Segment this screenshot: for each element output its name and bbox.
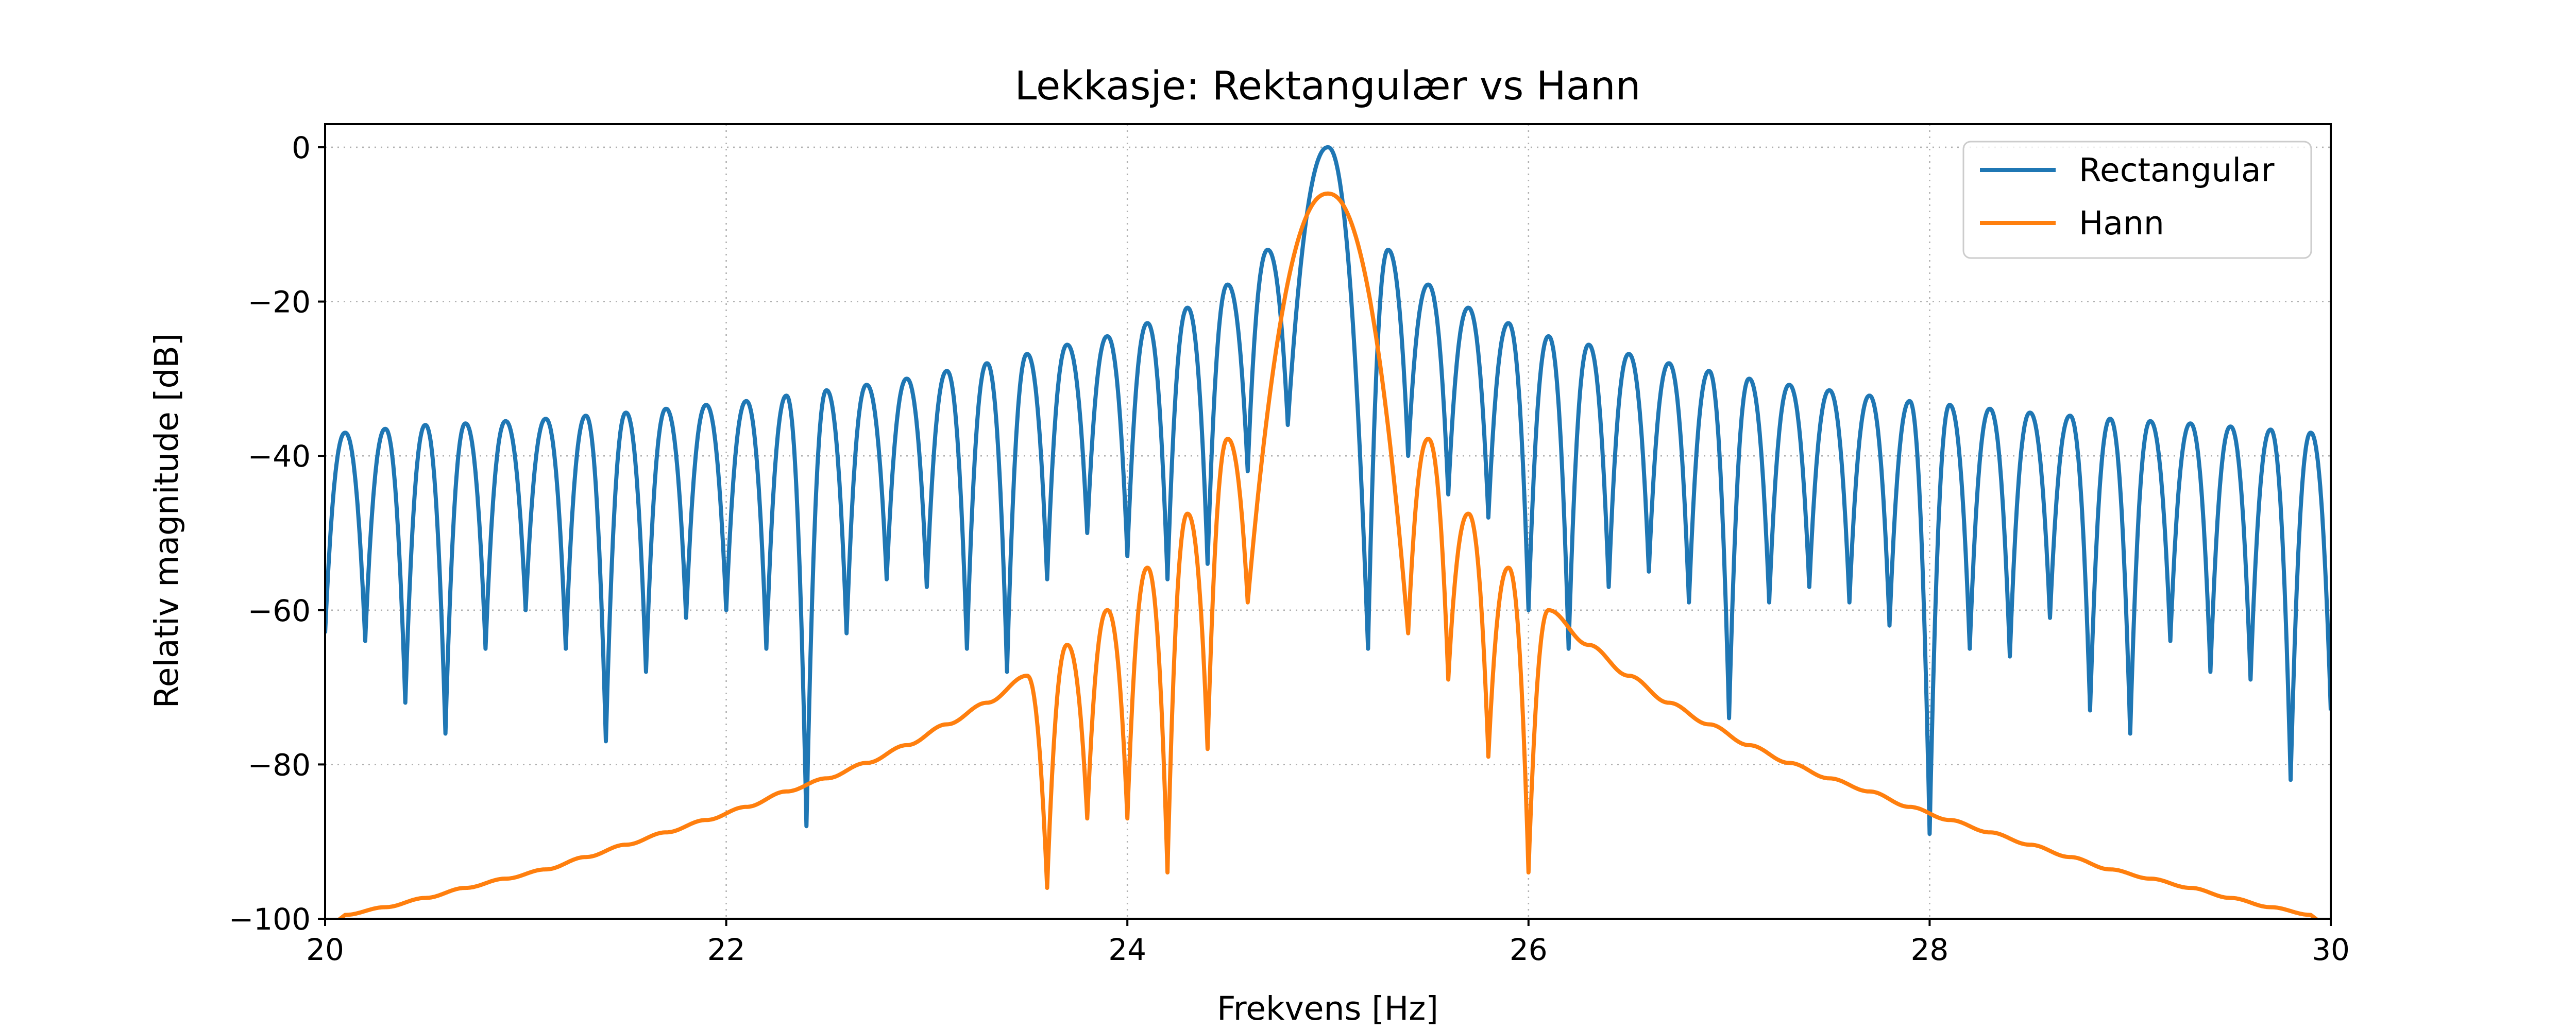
x-tick-label: 24 (1108, 932, 1146, 967)
y-tick-label: 0 (292, 130, 311, 165)
x-axis-label: Frekvens [Hz] (1217, 990, 1438, 1027)
y-axis-ticks: 0 −20 −40 −60 −80 −100 (229, 130, 325, 937)
y-tick-label: −80 (248, 747, 311, 782)
series-line-hann (336, 191, 2319, 919)
x-tick-label: 26 (1510, 932, 1548, 967)
x-axis-ticks: 20 22 24 26 28 30 (306, 919, 2350, 967)
axes-frame (324, 123, 2332, 920)
x-tick-label: 22 (707, 932, 745, 967)
x-tick-label: 28 (1910, 932, 1948, 967)
chart-title: Lekkasje: Rektangulær vs Hann (1014, 63, 1640, 109)
legend-label-hann: Hann (2079, 204, 2164, 242)
y-tick-label: −40 (248, 439, 311, 474)
y-tick-label: −20 (248, 285, 311, 320)
series-layer (325, 145, 2331, 919)
series-line-rectangular (325, 145, 2331, 836)
y-axis-label: Relativ magnitude [dB] (148, 333, 185, 709)
x-tick-label: 30 (2312, 932, 2350, 967)
y-tick-label: −100 (229, 902, 311, 937)
legend-label-rectangular: Rectangular (2079, 151, 2275, 189)
x-tick-label: 20 (306, 932, 344, 967)
legend: Rectangular Hann (1962, 141, 2312, 259)
y-tick-label: −60 (248, 593, 311, 628)
